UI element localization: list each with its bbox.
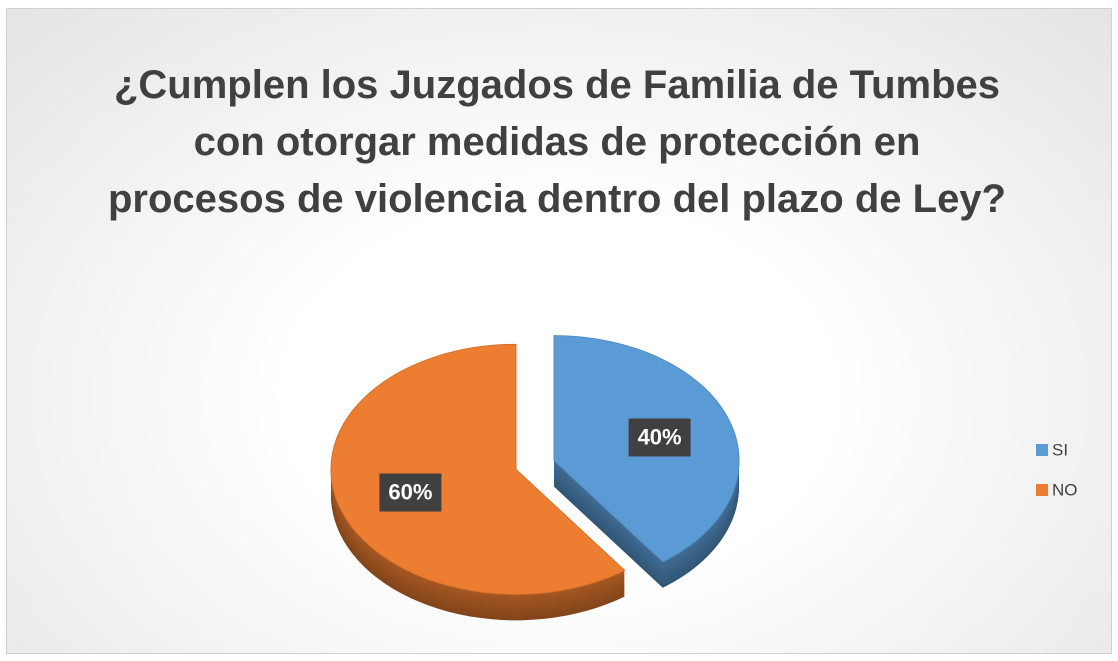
data-label: 60% bbox=[388, 479, 432, 504]
legend-label: SI bbox=[1052, 440, 1068, 459]
legend-swatch bbox=[1036, 484, 1048, 496]
data-label-box bbox=[628, 418, 691, 457]
data-label: 40% bbox=[638, 424, 682, 449]
chart-title: ¿Cumplen los Juzgados de Familia de Tumb… bbox=[107, 63, 1006, 221]
pie-slice bbox=[330, 343, 626, 595]
data-label-box bbox=[379, 473, 442, 512]
legend-swatch bbox=[1036, 444, 1048, 456]
legend-label: NO bbox=[1052, 480, 1078, 499]
